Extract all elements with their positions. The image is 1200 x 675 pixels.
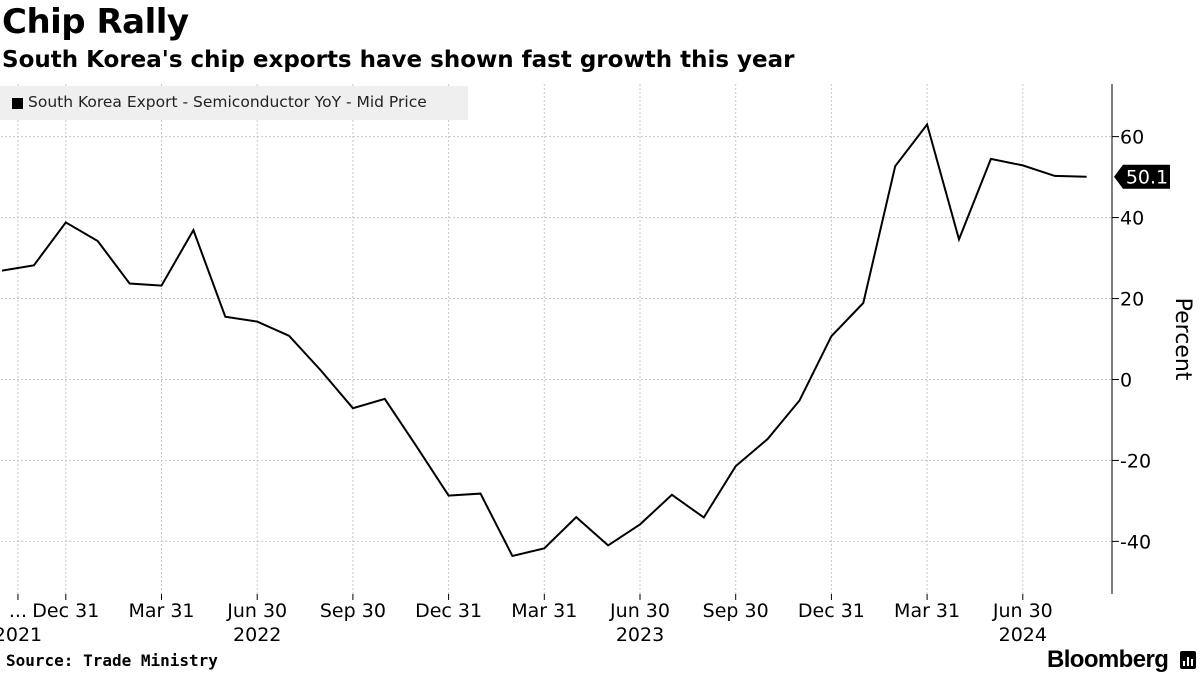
source-note: Source: Trade Ministry <box>6 651 218 670</box>
legend-label: South Korea Export - Semiconductor YoY -… <box>28 93 427 111</box>
data-point <box>1022 164 1024 166</box>
data-point <box>575 516 577 518</box>
x-tick-label: Sep 30 <box>320 600 386 622</box>
data-point <box>384 398 386 400</box>
data-point <box>352 407 354 409</box>
data-point <box>320 370 322 372</box>
data-point <box>288 335 290 337</box>
data-point <box>480 493 482 495</box>
data-point <box>161 285 163 287</box>
data-point <box>990 158 992 160</box>
x-tick-label: Mar 31 <box>894 600 960 622</box>
y-tick-label: 40 <box>1120 208 1144 230</box>
data-point <box>926 123 928 125</box>
grid-layer <box>1 84 1112 594</box>
legend-swatch <box>12 98 23 109</box>
data-point <box>830 335 832 337</box>
x-tick-label: Sep 30 <box>703 600 769 622</box>
x-year-label: 2021 <box>0 624 42 646</box>
data-point <box>958 238 960 240</box>
data-point <box>97 240 99 242</box>
x-tick-label: Dec 31 <box>415 600 482 622</box>
x-tick-label: Jun 30 <box>226 600 287 622</box>
data-point <box>1054 175 1056 177</box>
y-tick-label: 60 <box>1120 127 1144 149</box>
bloomberg-logo: Bloomberg <box>1047 646 1169 673</box>
x-tick-label: Dec 31 <box>32 600 99 622</box>
data-point <box>224 316 226 318</box>
data-point <box>703 517 705 519</box>
y-axis-title: Percent <box>1170 298 1195 381</box>
y-tick-label: -20 <box>1120 450 1151 472</box>
y-tick-label: -40 <box>1120 531 1151 553</box>
x-year-label: 2022 <box>233 624 281 646</box>
chart-title: Chip Rally <box>2 2 189 42</box>
x-tick-label: ... <box>9 600 27 622</box>
y-tick-label: 0 <box>1120 369 1132 391</box>
data-point <box>767 438 769 440</box>
data-point <box>607 544 609 546</box>
data-point <box>862 302 864 304</box>
data-point <box>33 264 35 266</box>
bloomberg-chart-icon <box>1180 651 1196 669</box>
data-point <box>511 555 513 557</box>
data-point <box>416 446 418 448</box>
data-point <box>543 547 545 549</box>
x-tick-label: Mar 31 <box>128 600 194 622</box>
data-point <box>129 283 131 285</box>
legend: South Korea Export - Semiconductor YoY -… <box>0 86 468 120</box>
data-point <box>448 495 450 497</box>
data-point <box>65 221 67 223</box>
data-point <box>639 523 641 525</box>
x-tick-label: Mar 31 <box>511 600 577 622</box>
x-year-label: 2023 <box>616 624 664 646</box>
line-layer <box>1 122 1088 558</box>
data-point <box>735 465 737 467</box>
data-point <box>799 400 801 402</box>
data-point <box>256 321 258 323</box>
y-tick-label: 20 <box>1120 289 1144 311</box>
x-year-label: 2024 <box>999 624 1047 646</box>
chart-subtitle: South Korea's chip exports have shown fa… <box>2 47 795 73</box>
data-point <box>192 229 194 231</box>
series-line <box>1 122 1087 558</box>
last-value-badge <box>1114 164 1170 189</box>
axis-layer <box>17 84 1119 600</box>
x-tick-label: Dec 31 <box>798 600 865 622</box>
data-point <box>894 165 896 167</box>
x-tick-label: Jun 30 <box>992 600 1053 622</box>
data-point <box>1 270 3 272</box>
last-value-label: 50.1 <box>1126 167 1168 189</box>
data-point <box>1086 176 1088 178</box>
x-tick-label: Jun 30 <box>609 600 670 622</box>
data-point <box>671 494 673 496</box>
